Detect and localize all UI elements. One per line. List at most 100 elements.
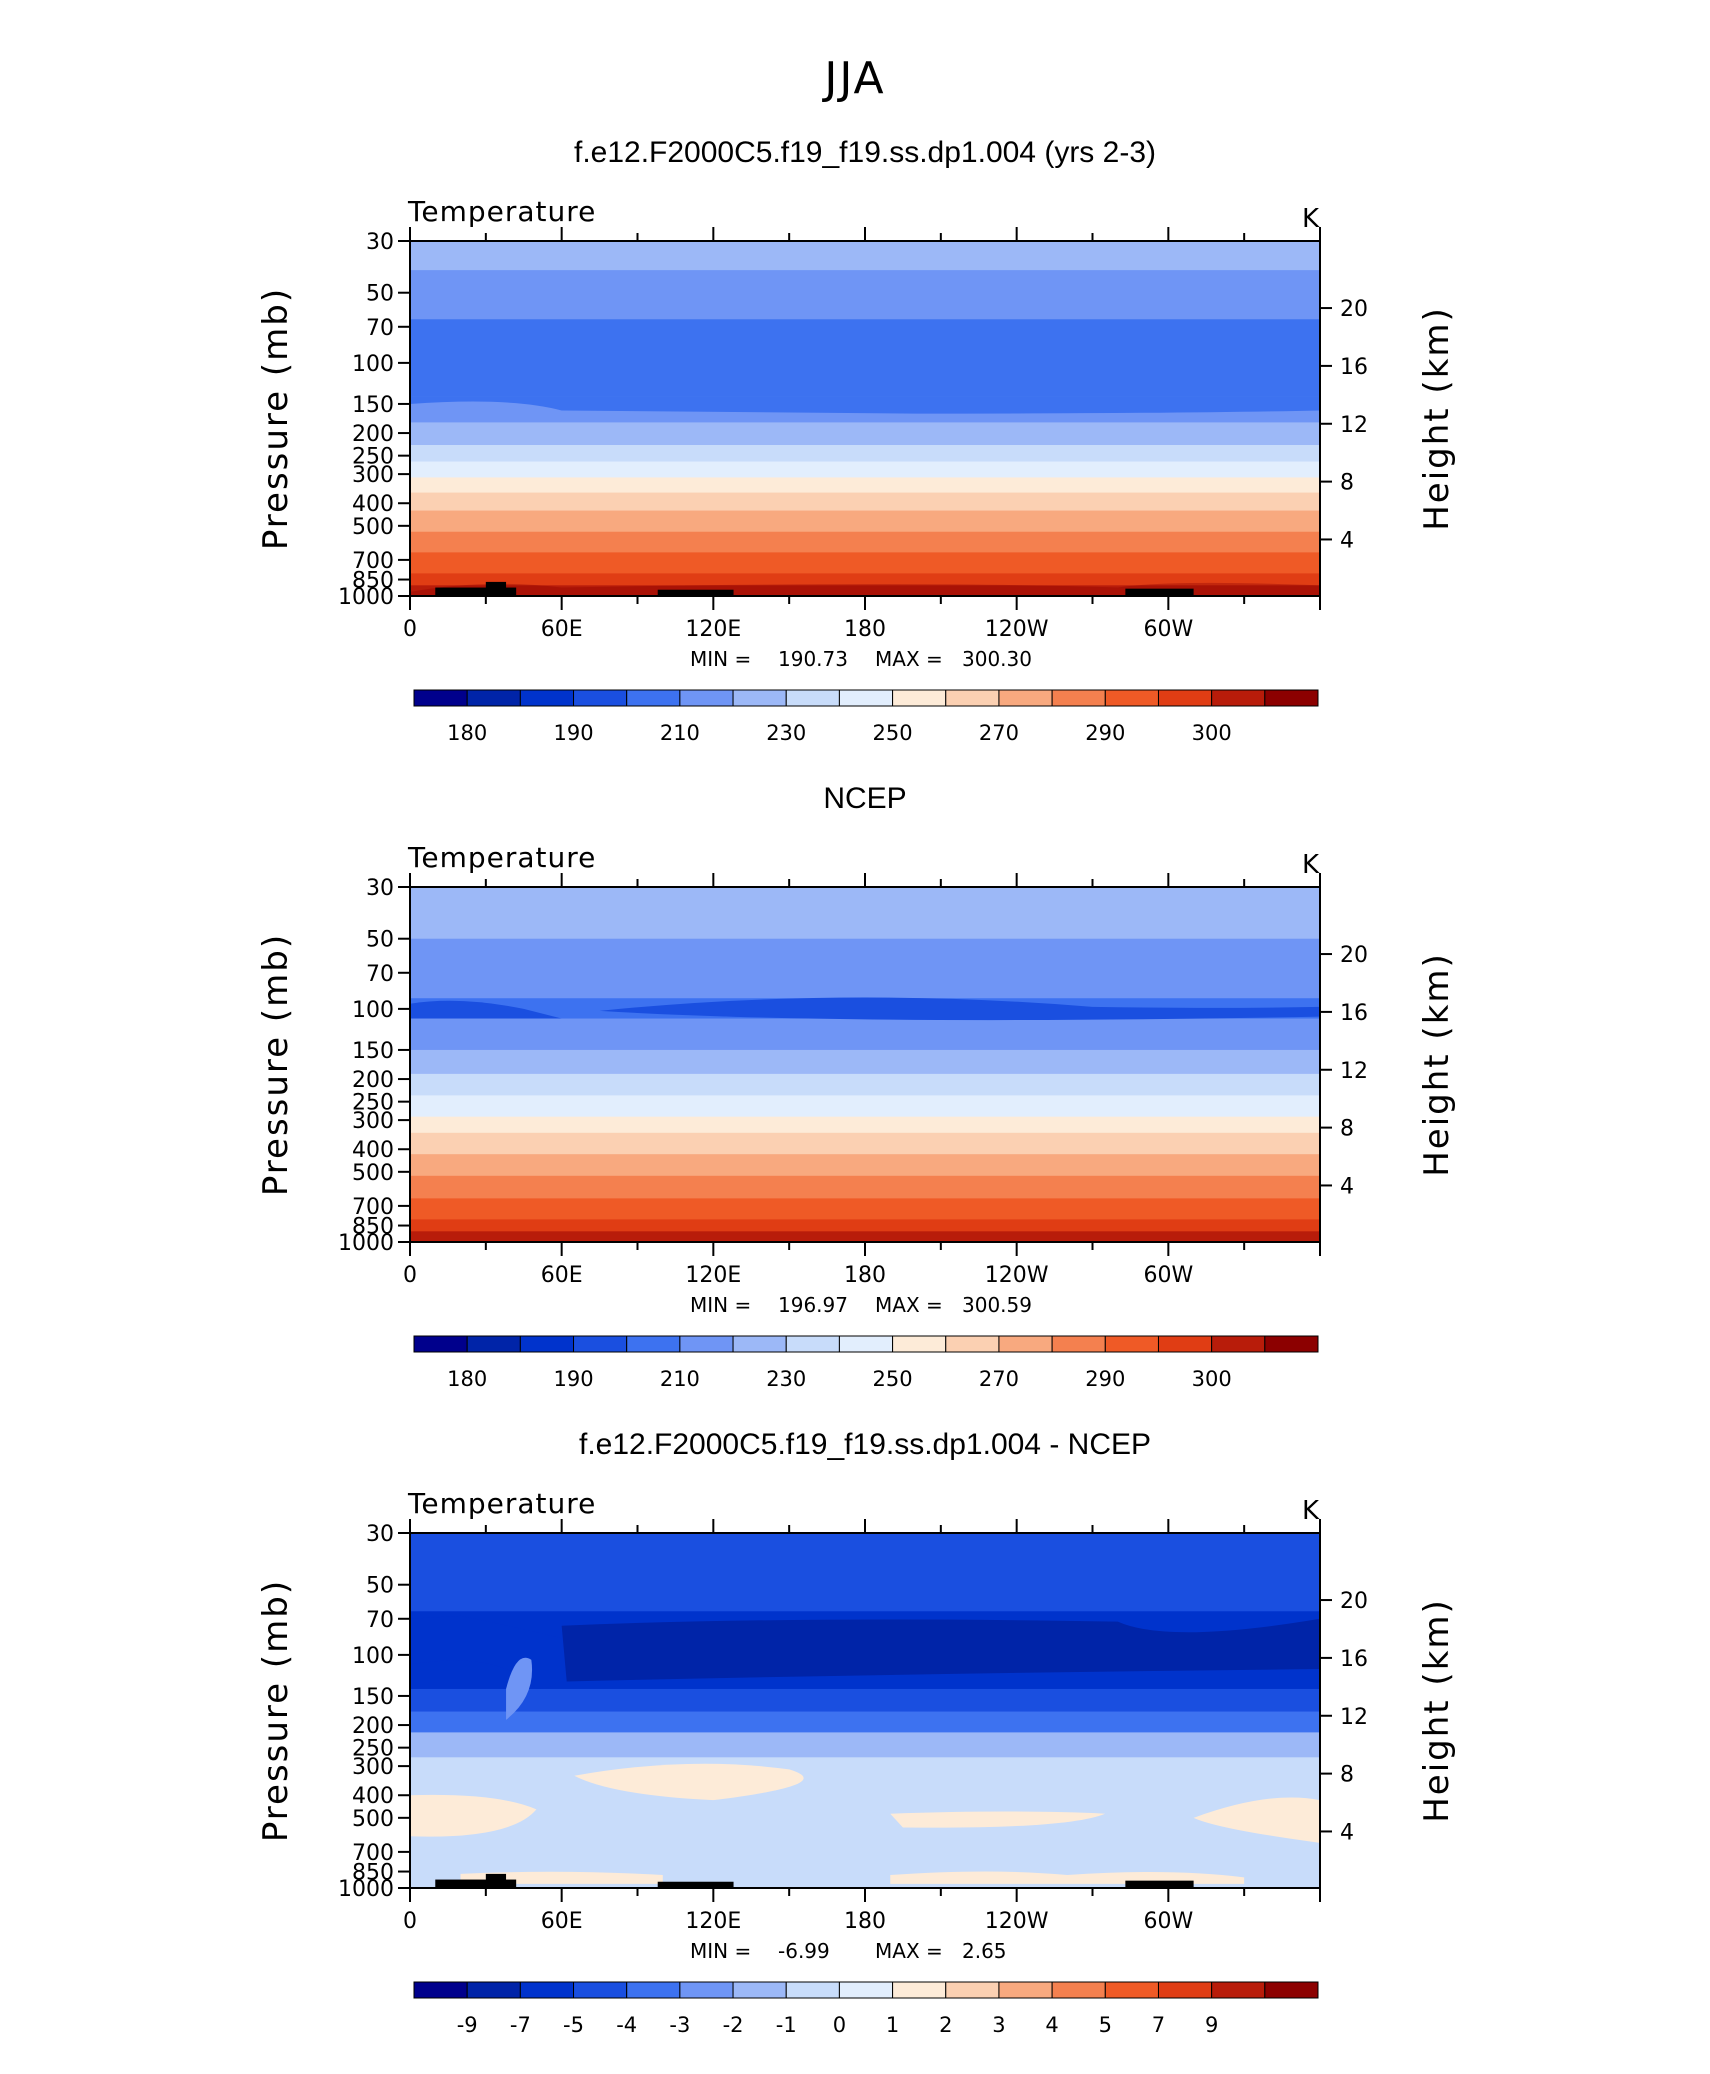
y-tick-label: 1000 [338,1231,394,1256]
max-value: 300.30 [962,647,1032,671]
colorbar-box [1051,1981,1106,1999]
y-tick-label: 850 [352,569,394,594]
min-label: MIN = [690,1293,751,1317]
colorbar-label: 250 [873,1367,913,1391]
y-tick-label: 200 [352,1068,394,1093]
y-axis-title: Pressure (mb) [256,933,296,1196]
height-tick-label: 4 [1340,1820,1354,1845]
y-tick-label: 150 [352,1685,394,1710]
colorbar-label: 210 [660,721,700,745]
height-tick-label: 16 [1340,1647,1368,1672]
colorbar-box [892,689,947,707]
y-tick-label: 700 [352,1841,394,1866]
y-tick-label: 70 [366,962,394,987]
colorbar-box [1211,689,1266,707]
y-tick-label: 150 [352,393,394,418]
y-tick-label: 500 [352,1161,394,1186]
colorbar-box [413,1981,468,1999]
colorbar-box [679,689,734,707]
colorbar-label: 270 [979,721,1019,745]
colorbar-box [1264,1335,1319,1353]
colorbar-box [838,1981,894,1999]
x-tick-label: 120E [685,1909,741,1934]
topography [657,589,734,596]
x-tick-label: 0 [403,1263,417,1288]
colorbar-label: 190 [553,1367,593,1391]
colorbar-label: -9 [457,2013,478,2037]
contour-band [410,1198,1320,1220]
topography [657,1881,734,1888]
min-value: 190.73 [778,647,848,671]
colorbar-box [892,1335,947,1353]
y-tick-label: 300 [352,463,394,488]
colorbar-label: 180 [447,721,487,745]
height-tick-label: 12 [1340,1059,1368,1084]
contour-band [410,270,1320,320]
contour-band [410,1049,1320,1075]
colorbar-box [413,1335,468,1353]
contour-feature [561,1618,1320,1682]
contour-band [410,1688,1320,1713]
max-value: 300.59 [962,1293,1032,1317]
topography [1125,1880,1194,1888]
contour-band [410,887,1320,940]
y-tick-label: 30 [366,1522,394,1547]
y-tick-label: 1000 [338,1877,394,1902]
contour-bands [410,887,1320,1242]
topography [435,587,517,596]
units-label: K [1302,850,1320,880]
panel-title: NCEP [823,782,906,815]
x-tick-label: 60E [541,1263,583,1288]
colorbar-label: 7 [1152,2013,1165,2037]
min-label: MIN = [690,1939,751,1963]
y-tick-label: 700 [352,1195,394,1220]
contour-band [410,1175,1320,1199]
colorbar-box [1157,1335,1213,1353]
contour-feature [410,396,1320,414]
colorbar-label: 270 [979,1367,1019,1391]
y-tick-label: 300 [352,1109,394,1134]
contour-band [410,1154,1320,1177]
x-tick-label: 120W [985,1909,1049,1934]
y-tick-label: 100 [352,998,394,1023]
colorbar-box [573,1335,628,1353]
contour-feature [1193,1797,1320,1843]
variable-label: Temperature [407,841,596,874]
x-tick-label: 60E [541,1909,583,1934]
contour-feature [599,997,1320,1021]
height-tick-label: 12 [1340,413,1368,438]
colorbar-box [1051,1335,1106,1353]
contour-band [410,1533,1320,1612]
colorbar-box [732,1335,787,1353]
contour-band [410,1711,1320,1733]
colorbar-box [679,1981,734,1999]
contour-feature [410,582,1320,596]
colorbar-box [466,1981,521,1999]
y-tick-label: 50 [366,282,394,307]
colorbar-box [785,689,840,707]
colorbar-label: 2 [939,2013,952,2037]
colorbar-box [892,1981,947,1999]
topography [1125,588,1194,596]
min-value: -6.99 [778,1939,830,1963]
contour-band [410,1757,1320,1888]
height-tick-label: 20 [1340,1589,1368,1614]
contour-band [410,552,1320,574]
colorbar-box [519,689,575,707]
x-tick-label: 120W [985,1263,1049,1288]
contour-band [410,492,1320,512]
y2-axis-title: Height (km) [1417,306,1457,531]
colorbar-label: 300 [1192,1367,1232,1391]
colorbar-box [1157,689,1213,707]
height-tick-label: 16 [1340,1001,1368,1026]
colorbar-label: 9 [1205,2013,1218,2037]
colorbar-box [998,1335,1053,1353]
contour-feature [410,1794,537,1837]
colorbar-box [1264,1981,1319,1999]
colorbar-box [1104,1981,1159,1999]
units-label: K [1302,204,1320,234]
colorbar-box [626,1335,681,1353]
height-tick-label: 4 [1340,528,1354,553]
colorbar-label: 300 [1192,721,1232,745]
colorbar-box [679,1335,734,1353]
